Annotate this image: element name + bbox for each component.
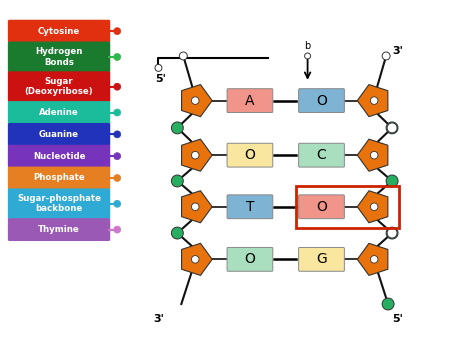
Circle shape xyxy=(114,131,121,138)
Circle shape xyxy=(172,175,183,187)
Circle shape xyxy=(370,256,378,263)
Circle shape xyxy=(172,227,183,239)
Circle shape xyxy=(370,97,378,104)
Polygon shape xyxy=(357,243,388,275)
Circle shape xyxy=(114,226,121,233)
Text: O: O xyxy=(316,94,327,108)
Text: Hydrogen
Bonds: Hydrogen Bonds xyxy=(36,47,83,67)
Text: Nucleotide: Nucleotide xyxy=(33,152,85,161)
Circle shape xyxy=(387,228,397,238)
FancyBboxPatch shape xyxy=(8,42,110,72)
Text: 5': 5' xyxy=(392,314,403,324)
Text: O: O xyxy=(316,200,327,214)
Circle shape xyxy=(387,123,397,133)
Circle shape xyxy=(172,122,183,134)
Circle shape xyxy=(114,200,121,207)
Circle shape xyxy=(370,203,378,211)
Polygon shape xyxy=(357,191,388,223)
Text: C: C xyxy=(317,148,327,162)
Circle shape xyxy=(386,175,398,187)
FancyBboxPatch shape xyxy=(8,145,110,168)
FancyBboxPatch shape xyxy=(227,89,273,113)
Text: 5': 5' xyxy=(155,74,166,84)
Text: G: G xyxy=(316,252,327,266)
FancyBboxPatch shape xyxy=(227,143,273,167)
Text: b: b xyxy=(304,41,311,51)
Circle shape xyxy=(114,109,121,116)
FancyBboxPatch shape xyxy=(299,89,345,113)
Text: T: T xyxy=(246,200,254,214)
Text: 3': 3' xyxy=(392,46,403,56)
Circle shape xyxy=(114,153,121,160)
FancyBboxPatch shape xyxy=(299,195,345,219)
Polygon shape xyxy=(182,84,212,117)
Text: Sugar-phosphate
backbone: Sugar-phosphate backbone xyxy=(17,194,101,213)
Text: 3': 3' xyxy=(154,314,164,324)
Text: Thymine: Thymine xyxy=(38,225,80,234)
Circle shape xyxy=(191,151,199,159)
Text: O: O xyxy=(245,252,255,266)
Text: Sugar
(Deoxyribose): Sugar (Deoxyribose) xyxy=(25,77,93,97)
Polygon shape xyxy=(182,243,212,275)
FancyBboxPatch shape xyxy=(8,166,110,190)
Circle shape xyxy=(191,203,199,211)
Circle shape xyxy=(370,151,378,159)
FancyBboxPatch shape xyxy=(8,218,110,241)
Circle shape xyxy=(305,53,310,59)
Polygon shape xyxy=(357,139,388,171)
Polygon shape xyxy=(182,191,212,223)
FancyBboxPatch shape xyxy=(227,195,273,219)
Polygon shape xyxy=(182,139,212,171)
Text: Cytosine: Cytosine xyxy=(38,27,80,36)
Circle shape xyxy=(179,52,187,60)
FancyBboxPatch shape xyxy=(8,20,110,43)
FancyBboxPatch shape xyxy=(8,189,110,219)
Circle shape xyxy=(114,175,121,181)
FancyBboxPatch shape xyxy=(299,143,345,167)
FancyBboxPatch shape xyxy=(227,247,273,271)
Circle shape xyxy=(382,52,390,60)
Text: Adenine: Adenine xyxy=(39,108,79,117)
Circle shape xyxy=(114,54,121,60)
Circle shape xyxy=(114,28,121,35)
Text: Guanine: Guanine xyxy=(39,130,79,139)
Circle shape xyxy=(382,298,394,310)
Text: Phosphate: Phosphate xyxy=(33,174,85,182)
Circle shape xyxy=(114,83,121,90)
Circle shape xyxy=(155,64,162,71)
FancyBboxPatch shape xyxy=(8,123,110,146)
Circle shape xyxy=(386,227,398,239)
Circle shape xyxy=(191,97,199,104)
Text: A: A xyxy=(245,94,255,108)
Circle shape xyxy=(386,122,398,134)
FancyBboxPatch shape xyxy=(299,247,345,271)
FancyBboxPatch shape xyxy=(8,71,110,102)
FancyBboxPatch shape xyxy=(8,101,110,124)
Circle shape xyxy=(191,256,199,263)
Polygon shape xyxy=(357,84,388,117)
Bar xyxy=(296,186,399,228)
Text: O: O xyxy=(245,148,255,162)
